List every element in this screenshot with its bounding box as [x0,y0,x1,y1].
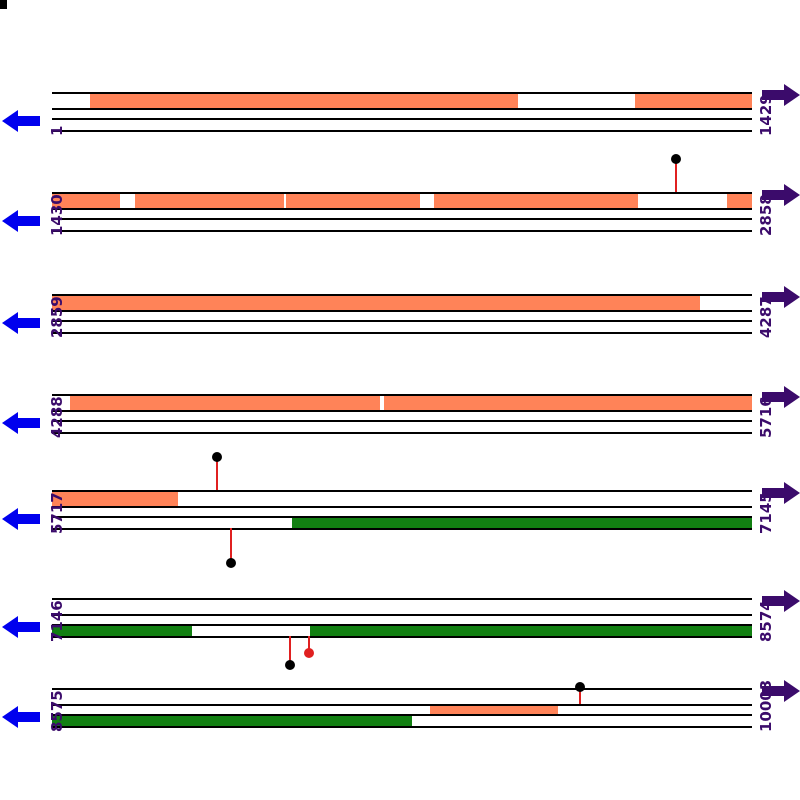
orf-gap-block [192,626,310,636]
start-coordinate-label: 4288 [48,396,66,438]
marker-stem [216,457,218,490]
arrow-right-icon[interactable] [762,589,800,613]
marker-stem [289,636,291,662]
sequence-row: 8575 10003 [0,676,800,776]
arrow-right-icon[interactable] [762,285,800,309]
frame-line [52,420,752,422]
frame-line [52,108,752,110]
forward-orf-block [52,194,120,208]
frame-line [52,130,752,132]
marker-head [304,648,314,658]
frame-line [52,208,752,210]
reverse-orf-block [310,626,752,636]
orf-gap-block [700,296,752,310]
frame-line [52,726,752,728]
frame-line [52,320,752,322]
frame-line [52,432,752,434]
forward-orf-block [135,194,284,208]
frame-line [52,230,752,232]
arrow-left-icon[interactable] [2,705,42,729]
start-coordinate-label: 2859 [48,296,66,338]
arrow-left-icon[interactable] [2,615,42,639]
frame-line [52,394,752,396]
orf-gap-block [638,194,727,208]
orf-gap-block [284,194,286,208]
arrow-right-icon[interactable] [762,385,800,409]
sequence-row: 1430 2858 [0,154,800,280]
orf-gap-block [52,396,70,410]
frame-line [52,528,752,530]
arrow-right-icon[interactable] [762,83,800,107]
marker-stem [579,687,581,704]
start-coordinate-label: 1430 [48,194,66,236]
marker-stem [308,636,310,650]
orf-gap-block [518,94,635,108]
sequence-row: 1 1429 [0,80,800,180]
start-coordinate-label: 7146 [48,600,66,642]
arrow-right-icon[interactable] [762,481,800,505]
orf-gap-block [380,396,384,410]
start-coordinate-label: 5717 [48,492,66,534]
sequence-row: 4288 5716 [0,382,800,482]
arrow-left-icon[interactable] [2,507,42,531]
frame-line [52,92,752,94]
reverse-orf-block [52,626,192,636]
marker-head [575,682,585,692]
frame-line [52,714,752,716]
arrow-right-icon[interactable] [762,679,800,703]
frame-line [52,332,752,334]
forward-orf-block [430,706,558,714]
marker-head [212,452,222,462]
sequence-row: 2859 4287 [0,282,800,382]
arrow-left-icon[interactable] [2,311,42,335]
frame-line [52,636,752,638]
frame-line [52,218,752,220]
frame-line [52,506,752,508]
forward-orf-block [384,396,752,410]
frame-line [52,516,752,518]
marker-stem [675,159,677,192]
forward-orf-block [70,396,380,410]
start-coordinate-label: 8575 [48,690,66,732]
start-coordinate-label: 1 [48,125,66,136]
marker-head [285,660,295,670]
frame-line [52,118,752,120]
forward-orf-block [52,492,178,506]
forward-orf-block [52,296,700,310]
orf-gap-block [52,94,90,108]
forward-orf-block [635,94,752,108]
frame-line [52,688,752,690]
frame-line [52,704,752,706]
forward-orf-block [286,194,420,208]
arrow-left-icon[interactable] [2,411,42,435]
frame-line [52,192,752,194]
frame-line [52,294,752,296]
frame-line [52,490,752,492]
arrow-right-icon[interactable] [762,183,800,207]
forward-orf-block [434,194,638,208]
arrow-left-icon[interactable] [2,109,42,133]
frame-line [52,614,752,616]
reverse-orf-block [52,716,412,726]
forward-orf-block [90,94,518,108]
reverse-orf-block [292,518,752,528]
frame-line [52,310,752,312]
marker-head [226,558,236,568]
orf-gap-block [420,194,434,208]
corner-marker [0,0,7,9]
marker-head [671,154,681,164]
frame-line [52,598,752,600]
arrow-left-icon[interactable] [2,209,42,233]
marker-stem [230,528,232,560]
orf-gap-block [120,194,135,208]
forward-orf-block [727,194,752,208]
frame-line [52,410,752,412]
frame-line [52,624,752,626]
sequence-row: 5717 7145 [0,452,800,578]
sequence-row: 7146 8574 [0,586,800,686]
